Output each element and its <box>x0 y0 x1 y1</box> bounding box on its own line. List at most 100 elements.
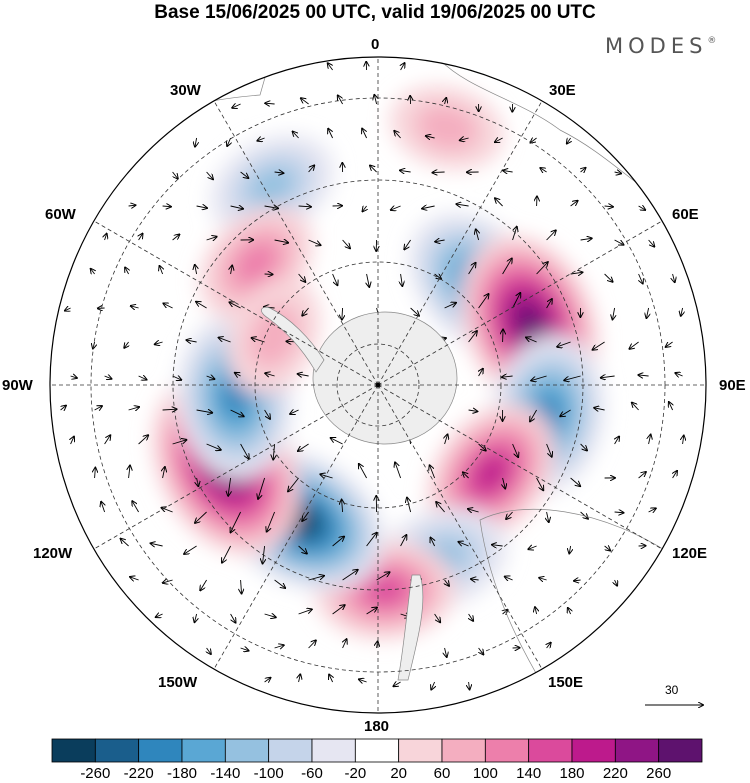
wind-vector <box>531 138 537 143</box>
wind-vector <box>163 467 165 479</box>
wind-vector <box>601 376 615 378</box>
wind-vector <box>401 273 403 286</box>
wind-vector <box>328 129 332 139</box>
wind-vector <box>445 434 448 445</box>
wind-vector <box>557 341 571 347</box>
wind-vector <box>580 443 587 450</box>
wind-vector <box>669 402 673 411</box>
wind-vector <box>629 341 639 349</box>
wind-vector <box>258 477 266 499</box>
label-lon-60w: 60W <box>45 206 76 223</box>
map-boundary <box>49 56 707 714</box>
colorbar-swatch <box>181 738 226 763</box>
wind-vector <box>536 477 544 490</box>
wind-vector <box>124 341 128 348</box>
wind-vector <box>230 409 244 416</box>
antarctic-peninsula <box>261 306 325 373</box>
label-lon-120w: 120W <box>33 545 73 562</box>
wind-vector <box>298 273 306 282</box>
colorbar-swatch <box>138 738 183 763</box>
wind-vector <box>649 435 651 445</box>
wind-vector <box>546 230 556 241</box>
wind-vector <box>646 307 648 318</box>
wind-vector <box>374 95 376 105</box>
wind-vector <box>401 63 405 71</box>
wind-vector <box>468 331 477 343</box>
meridian-line <box>377 220 663 386</box>
wind-vector <box>132 501 139 513</box>
new-zealand <box>397 574 424 681</box>
wind-vector <box>265 373 275 376</box>
wind-vector <box>547 643 551 648</box>
wind-vector <box>581 168 586 172</box>
wind-vector <box>264 409 270 419</box>
colorbar-swatch <box>528 738 573 763</box>
wind-vector <box>342 570 358 581</box>
wind-vector <box>434 274 441 279</box>
colorbar-swatch <box>398 738 443 763</box>
wind-vector <box>445 647 447 657</box>
colorbar-tick-label: -60 <box>301 765 323 782</box>
africa-coast <box>439 59 661 201</box>
wind-vector <box>231 266 233 275</box>
wind-vector <box>546 299 552 309</box>
wind-vector <box>298 443 309 451</box>
wind-vector <box>61 406 66 410</box>
wind-vector <box>172 376 182 380</box>
wind-vector <box>434 613 441 622</box>
wind-vector <box>273 443 274 459</box>
wind-vector <box>526 337 537 343</box>
wind-vector <box>436 502 445 513</box>
wind-vector <box>343 639 347 649</box>
colorbar <box>51 738 703 763</box>
brand-name: MODES <box>605 34 708 58</box>
wind-vector <box>230 613 236 623</box>
wind-vector <box>648 239 655 247</box>
label-lon-90e: 90E <box>719 377 746 394</box>
wind-vector <box>604 546 611 551</box>
wind-vector <box>530 409 537 421</box>
wind-vector <box>648 508 656 512</box>
wind-vector <box>299 674 301 683</box>
wind-vector <box>240 443 249 459</box>
wind-vector <box>604 206 613 207</box>
wind-vector <box>432 172 445 173</box>
wind-vector <box>172 234 180 241</box>
wind-vector <box>222 545 231 563</box>
wind-vector <box>207 647 211 654</box>
wind-vector <box>138 376 147 380</box>
wind-vector <box>407 498 411 513</box>
wind-vector <box>252 338 265 343</box>
colorbar-tick-label: -20 <box>344 765 367 782</box>
wind-vector <box>495 138 503 142</box>
wind-vector <box>232 104 241 108</box>
wind-vector <box>574 580 581 581</box>
wind-vector <box>580 238 592 240</box>
colorbar-swatch <box>614 738 660 763</box>
wind-vector <box>476 229 479 241</box>
wind-vector <box>206 171 213 179</box>
wind-vector <box>503 477 506 489</box>
wind-vector <box>468 263 476 275</box>
meridian-line <box>377 100 543 386</box>
wind-vector <box>512 227 517 241</box>
wind-vector <box>342 239 350 248</box>
wind-vector <box>308 576 324 581</box>
wind-vector <box>615 437 620 445</box>
wind-vector <box>219 338 231 343</box>
wind-vector <box>139 234 143 241</box>
wind-vector <box>362 129 367 139</box>
wind-vector <box>528 546 537 549</box>
australia-coast <box>479 508 706 713</box>
wind-vector <box>274 579 286 588</box>
wind-vector <box>460 138 469 140</box>
wind-vector <box>196 302 207 309</box>
wind-vector <box>195 511 207 523</box>
wind-vector <box>274 645 284 648</box>
wind-vector <box>104 376 112 379</box>
wind-vector <box>332 605 345 615</box>
wind-vector <box>614 512 624 513</box>
wind-vector <box>445 98 447 105</box>
wind-vector <box>445 579 449 586</box>
